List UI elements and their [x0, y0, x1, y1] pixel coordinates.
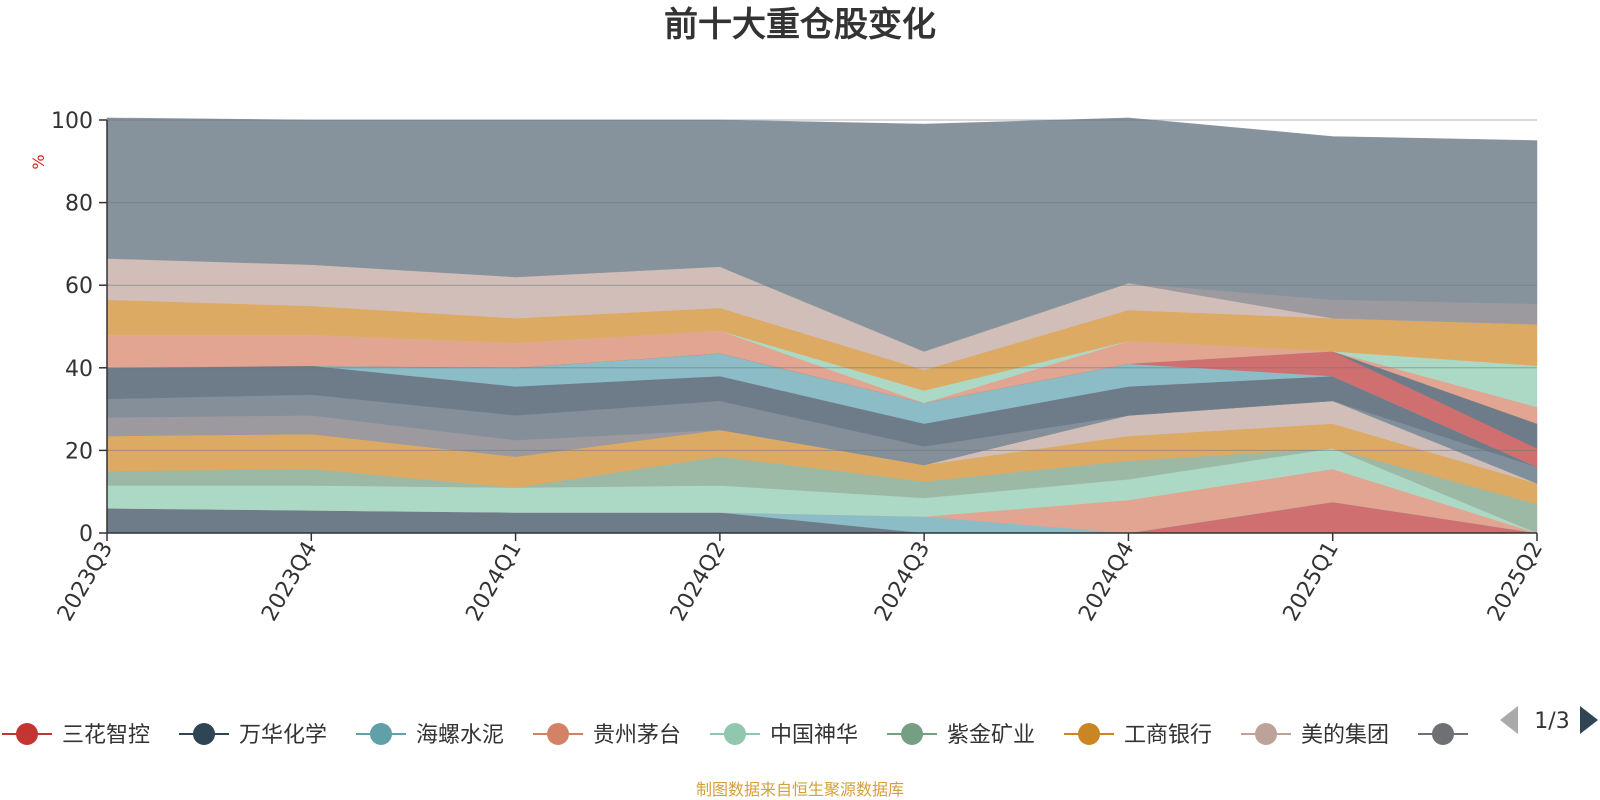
x-tick-label: 2025Q1 — [1279, 538, 1344, 626]
legend-item[interactable]: 紫金矿业 — [887, 723, 1035, 748]
x-tick-label: 2024Q2 — [666, 538, 731, 626]
legend-item[interactable]: 中国神华 — [710, 723, 858, 748]
grid-lines — [107, 119, 1537, 451]
legend-item[interactable]: 万华化学 — [179, 723, 327, 748]
legend: 三花智控 万华化学 海螺水泥 贵州茅台 中国神华 紫金矿业 工商银行 美的集团 — [2, 723, 1468, 748]
chart-title: 前十大重仓股变化 — [664, 5, 936, 45]
legend-label: 中国神华 — [770, 723, 858, 748]
legend-label: 万华化学 — [239, 723, 327, 748]
x-tick-label: 2024Q3 — [870, 538, 935, 626]
x-tick-label: 2024Q4 — [1074, 538, 1139, 626]
legend-circle-icon — [193, 723, 215, 745]
legend-label: 工商银行 — [1124, 723, 1212, 748]
x-tick-label: 2023Q4 — [257, 538, 322, 626]
legend-circle-icon — [724, 723, 746, 745]
y-tick-label: 80 — [65, 192, 93, 217]
area-series-layer — [106, 117, 1538, 534]
legend-label: 三花智控 — [62, 723, 150, 748]
legend-item[interactable]: 贵州茅台 — [533, 723, 681, 748]
x-tick-label: 2023Q3 — [53, 538, 118, 626]
legend-circle-icon — [16, 723, 38, 745]
legend-circle-icon — [901, 723, 923, 745]
data-source-note: 制图数据来自恒生聚源数据库 — [696, 780, 904, 799]
legend-circle-icon — [1078, 723, 1100, 745]
legend-circle-icon — [370, 723, 392, 745]
legend-item[interactable]: 三花智控 — [2, 723, 150, 748]
y-tick-label: 0 — [79, 522, 93, 547]
legend-label: 紫金矿业 — [947, 723, 1035, 748]
y-tick-label: 100 — [51, 109, 93, 134]
legend-item[interactable]: 美的集团 — [1241, 723, 1389, 748]
legend-label: 美的集团 — [1301, 723, 1389, 748]
legend-item[interactable]: 工商银行 — [1064, 723, 1212, 748]
legend-next-page-icon[interactable] — [1580, 706, 1598, 734]
x-tick-label: 2025Q2 — [1483, 538, 1548, 626]
legend-prev-page-icon[interactable] — [1500, 706, 1518, 734]
legend-circle-icon — [1255, 723, 1277, 745]
y-tick-label: 40 — [65, 357, 93, 382]
legend-pager: 1/3 — [1500, 706, 1598, 734]
y-axis-unit: % — [29, 154, 48, 169]
legend-label: 海螺水泥 — [416, 723, 504, 748]
legend-item[interactable] — [1418, 723, 1468, 745]
legend-circle-icon — [547, 723, 569, 745]
legend-page-indicator: 1/3 — [1534, 709, 1569, 734]
x-tick-label: 2024Q1 — [461, 538, 526, 626]
y-tick-label: 60 — [65, 274, 93, 299]
y-tick-label: 20 — [65, 439, 93, 464]
legend-item[interactable]: 海螺水泥 — [356, 723, 504, 748]
legend-label: 贵州茅台 — [593, 723, 681, 748]
legend-circle-icon — [1432, 723, 1454, 745]
